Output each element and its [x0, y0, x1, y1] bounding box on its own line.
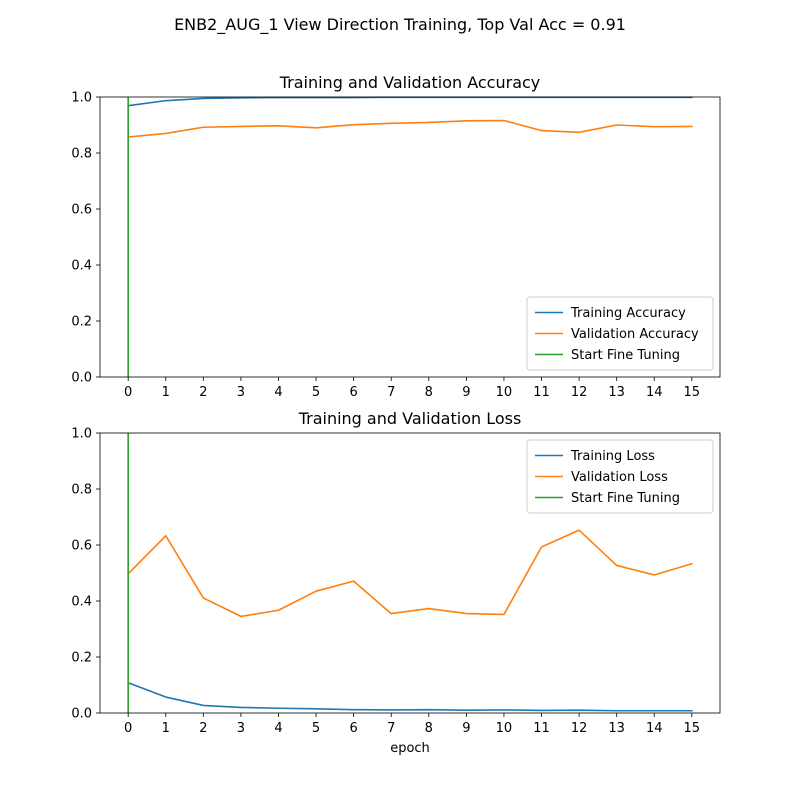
accuracy-legend-label: Training Accuracy: [570, 306, 686, 321]
loss-x-tick-label: 4: [274, 721, 282, 736]
accuracy-x-tick-label: 15: [684, 385, 701, 400]
loss-x-tick-label: 15: [684, 721, 701, 736]
loss-x-tick-label: 8: [425, 721, 433, 736]
figure-title: ENB2_AUG_1 View Direction Training, Top …: [174, 15, 626, 35]
accuracy-x-tick-label: 4: [274, 385, 282, 400]
loss-x-tick-label: 1: [162, 721, 170, 736]
loss-x-tick-label: 9: [462, 721, 470, 736]
loss-title: Training and Validation Loss: [298, 409, 522, 428]
accuracy-y-tick-label: 0.2: [71, 315, 92, 330]
accuracy-title: Training and Validation Accuracy: [279, 73, 541, 92]
accuracy-x-tick-label: 11: [533, 385, 550, 400]
loss-axes-frame: [99, 432, 721, 714]
loss-legend-label: Validation Loss: [571, 470, 668, 485]
accuracy-series-training-accuracy: [127, 96, 693, 107]
accuracy-y-tick-label: 0.6: [71, 203, 92, 218]
loss-y-tick-label: 0.4: [71, 595, 92, 610]
loss-y-tick-label: 0.6: [71, 539, 92, 554]
loss-x-tick-label: 14: [646, 721, 663, 736]
loss-x-tick-label: 7: [387, 721, 395, 736]
loss-x-tick-label: 3: [237, 721, 245, 736]
accuracy-x-tick-label: 13: [608, 385, 625, 400]
accuracy-y-tick-label: 1.0: [71, 91, 92, 106]
accuracy-x-tick-label: 10: [496, 385, 513, 400]
accuracy-x-tick-label: 3: [237, 385, 245, 400]
accuracy-x-tick-label: 8: [425, 385, 433, 400]
loss-series-validation-loss: [127, 529, 693, 618]
loss-legend-box: [526, 439, 714, 514]
loss-x-tick-label: 6: [349, 721, 357, 736]
loss-x-tick-label: 12: [571, 721, 588, 736]
loss-legend: Training Loss Validation Loss Start Fine T…: [526, 439, 714, 514]
loss-x-tick-label: 10: [496, 721, 513, 736]
loss-y-tick-label: 0.2: [71, 651, 92, 666]
loss-legend-label: Training Loss: [570, 449, 655, 464]
accuracy-x-tick-label: 14: [646, 385, 663, 400]
accuracy-axes-frame: [99, 96, 721, 378]
loss-x-label: epoch: [390, 741, 430, 756]
accuracy-legend-label: Start Fine Tuning: [571, 348, 680, 363]
loss-x-tick-label: 5: [312, 721, 320, 736]
accuracy-x-tick-label: 1: [162, 385, 170, 400]
accuracy-y-tick-label: 0.0: [71, 371, 92, 386]
accuracy-legend-box: [526, 296, 714, 371]
accuracy-y-tick-label: 0.4: [71, 259, 92, 274]
accuracy-x-tick-label: 6: [349, 385, 357, 400]
accuracy-x-tick-label: 7: [387, 385, 395, 400]
accuracy-x-tick-label: 12: [571, 385, 588, 400]
accuracy-x-tick-label: 5: [312, 385, 320, 400]
loss-x-tick-label: 0: [124, 721, 132, 736]
loss-y-tick-label: 0.8: [71, 483, 92, 498]
accuracy-y-tick-label: 0.8: [71, 147, 92, 162]
loss-x-tick-label: 2: [199, 721, 207, 736]
loss-y-tick-label: 0.0: [71, 707, 92, 722]
accuracy-series-validation-accuracy: [127, 119, 693, 138]
accuracy-x-tick-label: 9: [462, 385, 470, 400]
loss-legend-label: Start Fine Tuning: [571, 491, 680, 506]
loss-x-tick-label: 11: [533, 721, 550, 736]
accuracy-legend: Training Accuracy Validation Accuracy Star…: [526, 296, 714, 371]
loss-x-tick-label: 13: [608, 721, 625, 736]
accuracy-x-tick-label: 2: [199, 385, 207, 400]
accuracy-legend-label: Validation Accuracy: [571, 327, 699, 342]
loss-y-tick-label: 1.0: [71, 427, 92, 442]
accuracy-x-tick-label: 0: [124, 385, 132, 400]
loss-series-training-loss: [127, 681, 693, 712]
